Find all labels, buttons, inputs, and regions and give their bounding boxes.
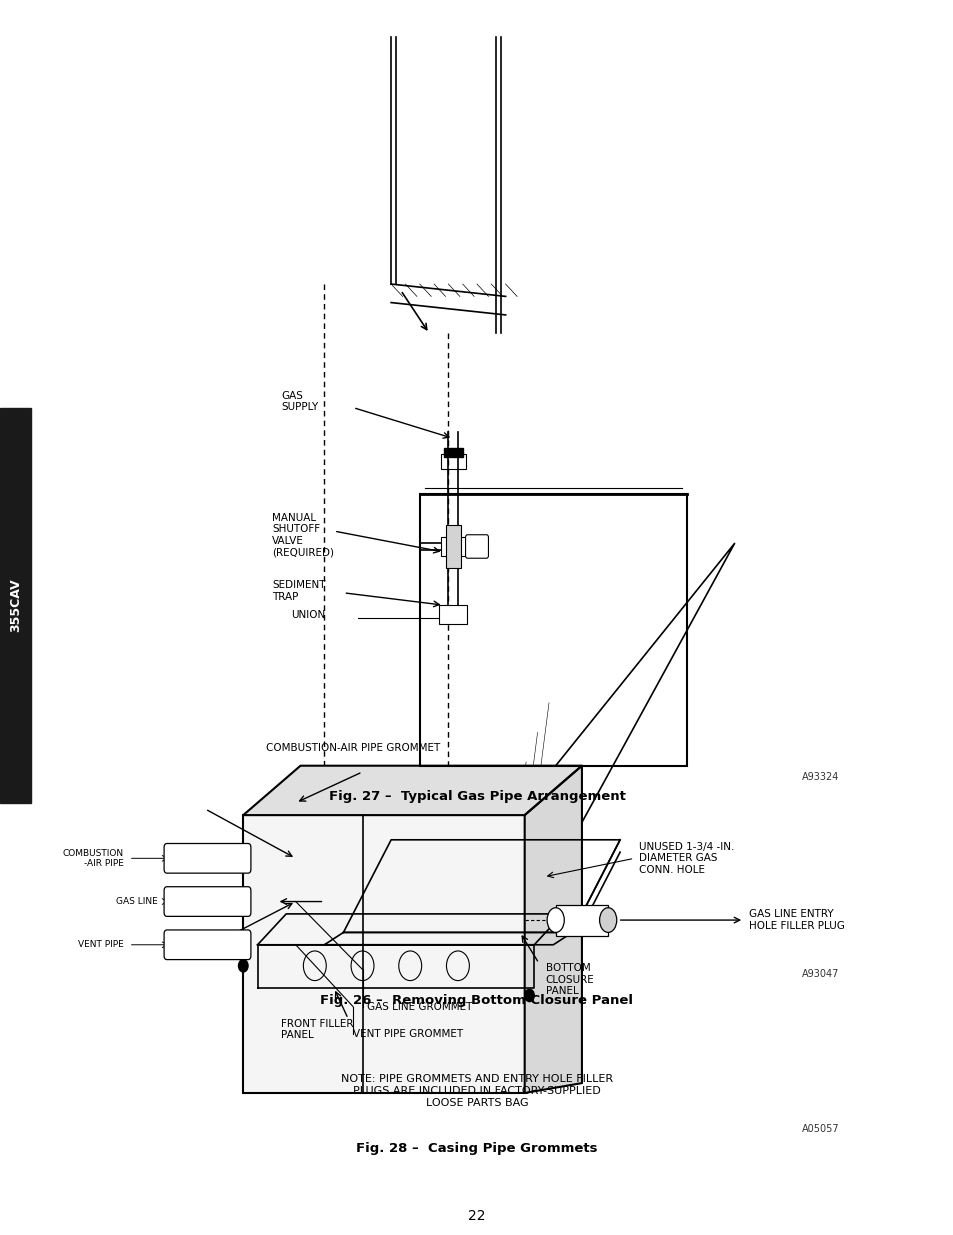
Bar xyxy=(419,494,686,766)
Text: A05057: A05057 xyxy=(801,1124,839,1134)
Ellipse shape xyxy=(598,908,616,932)
Text: GAS LINE: GAS LINE xyxy=(115,897,157,906)
FancyBboxPatch shape xyxy=(164,887,251,916)
Text: UNUSED 1-3/4 -IN.
DIAMETER GAS
CONN. HOLE: UNUSED 1-3/4 -IN. DIAMETER GAS CONN. HOL… xyxy=(639,842,734,874)
Text: UNION: UNION xyxy=(291,610,325,620)
Polygon shape xyxy=(324,932,572,945)
Text: 22: 22 xyxy=(468,1209,485,1223)
Text: NOTE: PIPE GROMMETS AND ENTRY HOLE FILLER
PLUGS ARE INCLUDED IN FACTORY-SUPPLIED: NOTE: PIPE GROMMETS AND ENTRY HOLE FILLE… xyxy=(340,1074,613,1108)
Text: Fig. 27 –  Typical Gas Pipe Arrangement: Fig. 27 – Typical Gas Pipe Arrangement xyxy=(328,790,625,804)
Bar xyxy=(438,605,467,624)
Text: BOTTOM
CLOSURE
PANEL: BOTTOM CLOSURE PANEL xyxy=(545,963,594,997)
FancyBboxPatch shape xyxy=(164,930,251,960)
Text: A93047: A93047 xyxy=(801,969,839,979)
Circle shape xyxy=(238,960,248,972)
Text: MANUAL
SHUTOFF
VALVE
(REQUIRED): MANUAL SHUTOFF VALVE (REQUIRED) xyxy=(272,513,334,557)
Polygon shape xyxy=(524,766,581,1093)
Text: GAS
SUPPLY: GAS SUPPLY xyxy=(281,390,318,412)
Bar xyxy=(555,904,608,936)
FancyBboxPatch shape xyxy=(465,535,488,558)
Bar xyxy=(445,525,460,568)
Text: FRONT FILLER
PANEL: FRONT FILLER PANEL xyxy=(281,1019,354,1040)
Bar xyxy=(243,815,524,1093)
Text: 355CAV: 355CAV xyxy=(9,578,22,632)
Text: VENT PIPE GROMMET: VENT PIPE GROMMET xyxy=(353,1029,462,1039)
Text: Fig. 28 –  Casing Pipe Grommets: Fig. 28 – Casing Pipe Grommets xyxy=(355,1142,598,1156)
Bar xyxy=(443,448,462,457)
Text: VENT PIPE: VENT PIPE xyxy=(78,940,124,950)
FancyBboxPatch shape xyxy=(164,844,251,873)
Circle shape xyxy=(524,989,534,1002)
Text: Fig. 26 –  Removing Bottom Closure Panel: Fig. 26 – Removing Bottom Closure Panel xyxy=(320,994,633,1008)
Ellipse shape xyxy=(546,908,563,932)
Text: A93324: A93324 xyxy=(801,772,839,782)
Text: COMBUSTION
-AIR PIPE: COMBUSTION -AIR PIPE xyxy=(63,848,124,868)
Text: GAS LINE GROMMET: GAS LINE GROMMET xyxy=(367,1002,472,1011)
Bar xyxy=(0,408,30,803)
Bar xyxy=(440,454,465,469)
Text: COMBUSTION-AIR PIPE GROMMET: COMBUSTION-AIR PIPE GROMMET xyxy=(266,743,439,753)
Text: GAS LINE ENTRY
HOLE FILLER PLUG: GAS LINE ENTRY HOLE FILLER PLUG xyxy=(748,909,843,931)
Polygon shape xyxy=(257,945,534,988)
Text: SEDIMENT
TRAP: SEDIMENT TRAP xyxy=(272,580,325,601)
Polygon shape xyxy=(243,766,581,815)
Bar xyxy=(440,537,465,556)
